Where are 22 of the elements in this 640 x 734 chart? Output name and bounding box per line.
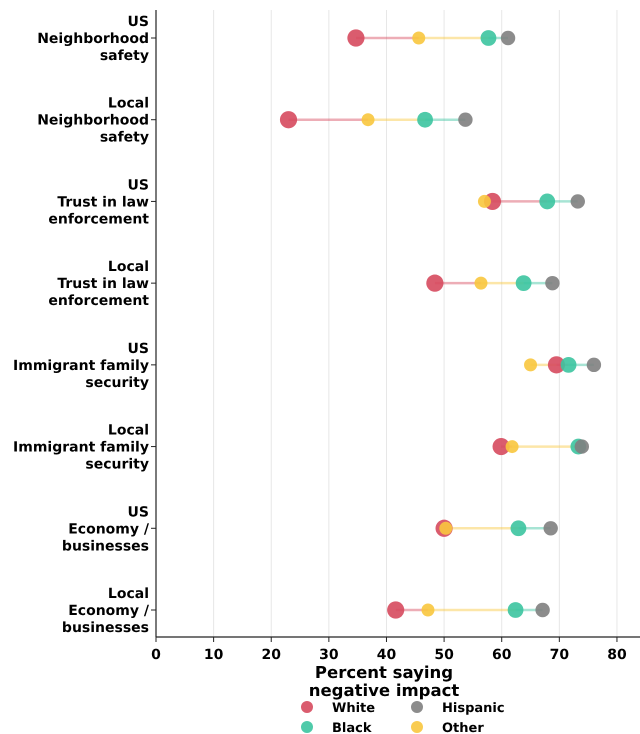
- x-tick-label: 10: [204, 647, 224, 663]
- x-axis-title: Percent saying negative impact: [308, 663, 460, 700]
- legend-label: Other: [442, 721, 484, 734]
- x-tick-label: 80: [607, 647, 627, 663]
- x-tick-label: 50: [434, 647, 454, 663]
- x-tick-label: 0: [151, 647, 162, 663]
- x-tick-label: 30: [319, 647, 339, 663]
- y-tick-label: US Trust in law enforcement: [48, 177, 150, 228]
- y-tick-label: Local Trust in law enforcement: [48, 259, 150, 310]
- x-tick-label: 60: [492, 647, 512, 663]
- y-tick-label: Local Economy / businesses: [62, 586, 150, 636]
- legend-label: White: [332, 701, 376, 716]
- y-tick-label: US Immigrant family security: [13, 340, 149, 391]
- y-tick-label: Local Immigrant family security: [13, 422, 149, 473]
- x-tick-label: 70: [550, 647, 570, 663]
- x-tick-label: 40: [376, 647, 396, 663]
- y-tick-label: US Neighborhood safety: [37, 14, 149, 64]
- legend-label: Hispanic: [442, 701, 505, 716]
- legend-label: Black: [332, 721, 372, 734]
- y-tick-label: US Economy / businesses: [62, 504, 150, 554]
- y-tick-label: Local Neighborhood safety: [37, 96, 149, 146]
- x-tick-label: 20: [261, 647, 282, 663]
